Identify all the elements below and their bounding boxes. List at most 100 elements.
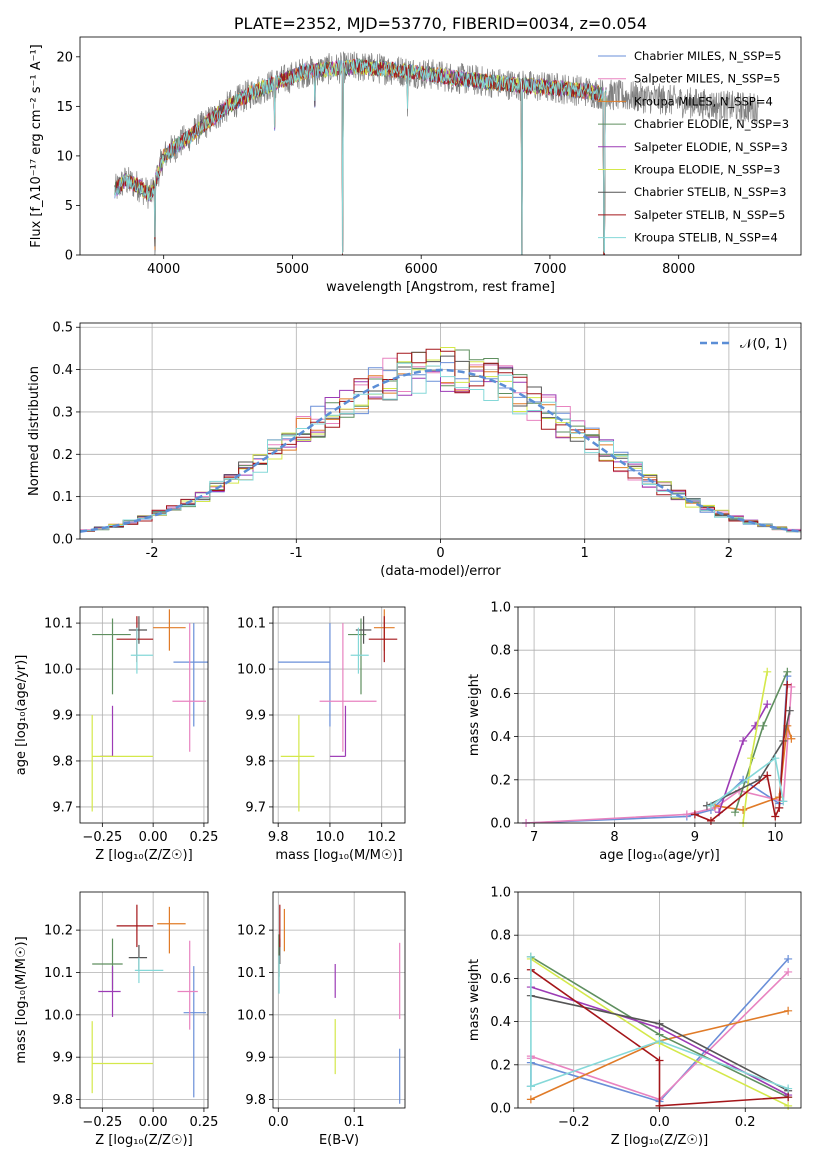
x-tick-label: 2 (725, 546, 733, 561)
data-point-marker (779, 797, 788, 806)
y-tick-label: 10.2 (44, 924, 73, 939)
axes-frame (79, 606, 209, 824)
y-tick-label: 10.0 (237, 663, 266, 678)
error-bar-point (157, 906, 186, 954)
normal-curve (80, 368, 801, 533)
y-tick-label: 0.2 (490, 1058, 511, 1073)
y-tick-label: 0.1 (52, 490, 73, 505)
y-tick-label: 1.0 (490, 886, 511, 901)
x-tick-label: 10.2 (367, 830, 396, 845)
data-point-marker (763, 667, 772, 676)
legend-entry: Salpeter MILES, N_SSP=5 (634, 72, 780, 86)
legend-entry: Chabrier STELIB, N_SSP=3 (634, 185, 786, 199)
model-spectrum-line (114, 58, 607, 255)
y-tick-label: 10.0 (44, 1008, 73, 1023)
axes-frame (79, 322, 802, 540)
data-point-marker (763, 700, 772, 709)
x-tick-label: 9.8 (268, 830, 289, 845)
error-bar-point (91, 715, 154, 812)
axes-frame (79, 36, 802, 256)
data-point-marker (655, 1037, 664, 1046)
model-spectrum-line (114, 59, 607, 255)
x-tick-label: 0.2 (735, 1115, 756, 1130)
y-tick-label: 0.4 (490, 1015, 511, 1030)
x-tick-label: 7000 (533, 262, 566, 277)
data-point-marker (655, 1019, 664, 1028)
axes-frame (517, 606, 802, 824)
y-tick-label: 10.1 (44, 617, 73, 632)
legend-entry: Chabrier MILES, N_SSP=5 (634, 49, 781, 63)
x-tick-label: -1 (290, 546, 303, 561)
x-axis-label: mass [log₁₀(M/M☉)] (275, 848, 402, 863)
x-tick-label: 8 (610, 830, 618, 845)
x-axis-label: (data-model)/error (380, 564, 501, 579)
legend-entry: 𝒩(0, 1) (740, 337, 787, 352)
x-axis-label: Z [log₁₀(Z/Z☉)] (95, 1133, 192, 1148)
y-axis-label: Normed distribution (27, 366, 42, 496)
data-point-marker (771, 754, 780, 763)
data-point-marker (526, 1095, 535, 1104)
spectrum-panel: 4000 5000 6000 7000 8000 0 5 10 15 20 wavelength [… (29, 14, 802, 295)
x-tick-label: 8000 (662, 262, 695, 277)
y-tick-label: 1.0 (490, 601, 511, 616)
data-point-marker (787, 682, 796, 691)
y-tick-label: 10.2 (237, 924, 266, 939)
y-tick-label: 9.9 (52, 709, 73, 724)
error-bar-point (183, 966, 206, 1098)
y-tick-label: 0.8 (490, 644, 511, 659)
y-tick-label: 0.5 (52, 321, 73, 336)
x-tick-label: 0.25 (189, 1115, 218, 1130)
data-point-marker (682, 810, 691, 819)
x-axis-label: wavelength [Angstrom, rest frame] (326, 280, 555, 295)
y-tick-label: 0.0 (52, 533, 73, 548)
data-point-marker (784, 1101, 793, 1110)
y-tick-label: 0.2 (52, 448, 73, 463)
data-point-marker (526, 952, 535, 961)
x-tick-label: 6000 (405, 262, 438, 277)
y-tick-label: 0.8 (490, 929, 511, 944)
residuals-panel: -2 -1 0 1 2 0.0 0.1 0.2 0.3 0.4 0.5 (data-model)/er… (27, 321, 802, 579)
x-tick-label: 0 (436, 546, 444, 561)
data-point-marker (739, 736, 748, 745)
error-bar-point (280, 715, 315, 812)
y-tick-label: 10.0 (44, 663, 73, 678)
x-axis-label: Z [log₁₀(Z/Z☉)] (95, 848, 192, 863)
y-tick-label: 9.8 (52, 754, 73, 769)
y-axis-label: Flux [f_λ10⁻¹⁷ erg cm⁻² s⁻¹ A⁻¹] (29, 44, 44, 248)
y-tick-label: 9.9 (245, 1051, 266, 1066)
x-tick-label: 7 (530, 830, 538, 845)
error-bar-point (329, 705, 347, 757)
data-point-marker (731, 808, 740, 817)
x-tick-label: 0.00 (139, 830, 168, 845)
data-point-marker (783, 667, 792, 676)
y-axis-label: mass [log₁₀(M/M☉)] (14, 936, 29, 1063)
y-axis-label: age [log₁₀(age/yr)] (14, 655, 29, 776)
y-tick-label: 0.0 (490, 817, 511, 832)
y-tick-label: 15 (56, 100, 73, 115)
x-tick-label: 0.0 (268, 1115, 289, 1130)
error-bar-point (319, 623, 377, 752)
data-point-marker (526, 1082, 535, 1091)
error-bar-point (368, 616, 398, 663)
data-point-marker (759, 721, 768, 730)
y-tick-label: 9.7 (245, 800, 266, 815)
data-point-marker (771, 812, 780, 821)
data-point-marker (706, 816, 715, 825)
x-tick-label: −0.2 (558, 1115, 590, 1130)
y-tick-label: 10.1 (237, 617, 266, 632)
mass-vs-ebv-panel: 0.0 0.1 9.8 9.9 10.0 10.1 10.2 E(B-V) (237, 891, 406, 1148)
x-tick-label: 9 (691, 830, 699, 845)
y-tick-label: 10.1 (44, 966, 73, 981)
age-vs-metallicity-panel: −0.25 0.00 0.25 9.7 9.8 9.9 10.0 10.1 Z [log₁₀(Z… (14, 606, 218, 863)
data-point-marker (785, 706, 794, 715)
data-point-marker (763, 771, 772, 780)
y-tick-label: 20 (56, 50, 73, 65)
data-point-marker (784, 1093, 793, 1102)
data-point-marker (784, 954, 793, 963)
x-tick-label: 1 (581, 546, 589, 561)
data-point-marker (784, 967, 793, 976)
x-tick-label: 4000 (147, 262, 180, 277)
axes-frame (79, 891, 209, 1109)
y-tick-label: 9.9 (245, 709, 266, 724)
